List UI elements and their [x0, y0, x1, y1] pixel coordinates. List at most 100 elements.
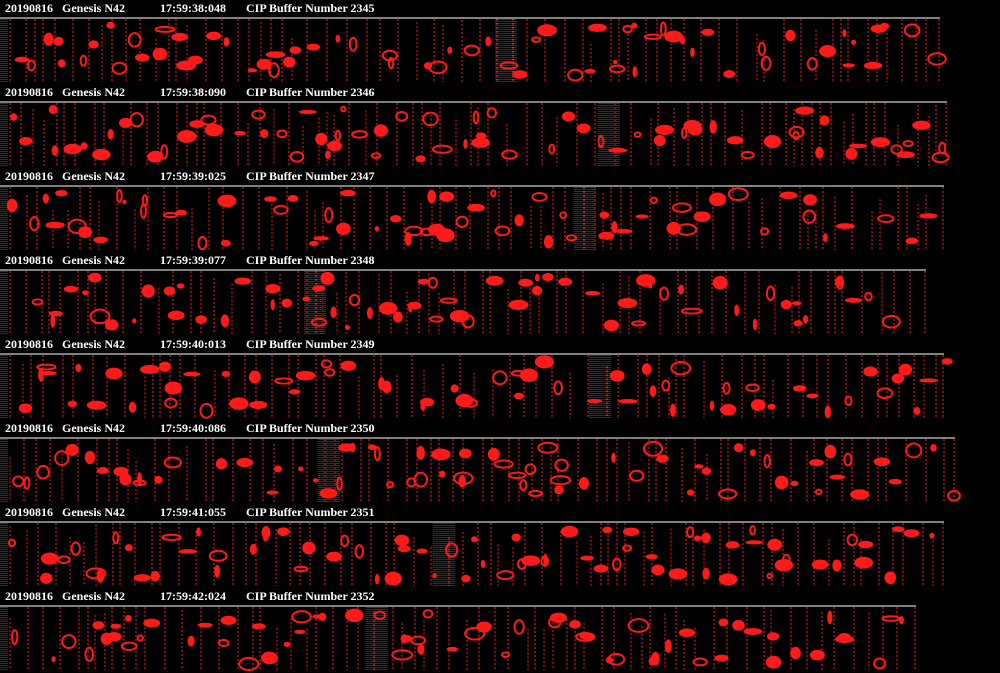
particle-image: [366, 307, 373, 319]
particle-image: [238, 656, 260, 671]
particle-image: [749, 525, 756, 536]
particle-image: [43, 32, 54, 46]
particle-image: [702, 567, 710, 580]
particle-image: [415, 155, 426, 163]
particle-image: [196, 527, 201, 537]
particle-image: [427, 276, 438, 289]
particle-image: [858, 540, 874, 549]
particle-image: [511, 533, 521, 542]
particle-image: [585, 291, 601, 296]
platform: Genesis N42: [62, 169, 125, 183]
particle-image: [528, 489, 544, 497]
particle-image: [183, 371, 201, 377]
particle-image: [938, 141, 947, 155]
particle-image: [726, 136, 744, 145]
particle-image: [402, 634, 412, 643]
particle-image: [863, 366, 878, 377]
particle-image: [413, 471, 429, 488]
particle-image: [84, 646, 94, 663]
particle-image: [220, 239, 231, 247]
particle-image: [903, 23, 921, 38]
time: 17:59:39:077: [160, 253, 226, 267]
particle-image: [106, 21, 115, 29]
particle-image: [110, 623, 122, 629]
particle-image: [827, 610, 833, 625]
particle-image: [458, 474, 466, 488]
particle-image: [176, 283, 185, 289]
particle-image: [514, 214, 524, 227]
particle-image: [670, 403, 676, 417]
particle-image: [236, 457, 254, 468]
buffer-number: CIP Buffer Number 2349: [246, 337, 375, 351]
particle-image: [718, 618, 729, 627]
particle-image: [485, 36, 492, 47]
particle-image: [450, 384, 459, 393]
particle-image: [260, 129, 269, 139]
particle-image: [147, 150, 164, 163]
particle-image: [325, 150, 331, 160]
particle-image: [725, 541, 740, 549]
particle-image: [809, 649, 825, 661]
particle-image: [29, 215, 40, 232]
particle-image: [635, 214, 649, 219]
particle-image: [548, 143, 556, 155]
date: 20190816: [5, 1, 53, 15]
particle-image: [622, 24, 633, 34]
particle-image: [501, 149, 518, 160]
particle-image: [447, 46, 453, 54]
particle-image: [374, 573, 380, 585]
particle-image: [42, 193, 49, 204]
particle-image: [608, 64, 626, 74]
particle-image: [349, 442, 356, 453]
particle-image: [627, 618, 650, 633]
particle-image: [732, 619, 745, 631]
particle-image: [318, 612, 327, 621]
particle-image: [823, 233, 828, 243]
particle-image: [150, 570, 160, 582]
particle-image: [844, 395, 853, 407]
particle-image: [176, 130, 197, 143]
particle-image: [57, 59, 66, 68]
particle-image: [656, 454, 669, 463]
particle-image: [842, 29, 847, 37]
particle-image: [842, 63, 855, 68]
particle-image: [55, 189, 68, 197]
date: 20190816: [5, 253, 53, 267]
buffer-number: CIP Buffer Number 2350: [246, 421, 375, 435]
particle-image: [912, 120, 931, 130]
buffer-strip: 20190816 Genesis N42 17:59:39:025 CIP Buffe…: [0, 169, 944, 251]
particle-image: [701, 532, 711, 544]
particle-image: [609, 370, 625, 382]
particle-image: [394, 534, 410, 547]
particle-image: [485, 275, 504, 286]
particle-image: [745, 383, 760, 392]
particle-image: [793, 320, 803, 327]
particle-image: [668, 568, 688, 580]
particle-image: [417, 644, 425, 655]
particle-image: [320, 359, 333, 369]
particle-image: [351, 130, 368, 139]
particle-image: [61, 634, 77, 649]
particle-image: [48, 310, 63, 317]
particle-image: [385, 481, 395, 489]
particle-image: [319, 488, 338, 499]
buffer-number: CIP Buffer Number 2352: [246, 589, 375, 603]
particle-image: [486, 107, 498, 119]
particle-image: [803, 194, 817, 206]
particle-image: [404, 225, 424, 237]
particle-image: [92, 621, 105, 630]
particle-image: [287, 195, 299, 202]
particle-image: [835, 276, 844, 287]
particle-image: [106, 631, 122, 642]
particle-image: [197, 235, 208, 251]
buffer-number: CIP Buffer Number 2351: [246, 505, 375, 519]
particle-image: [607, 652, 626, 666]
particle-image: [578, 476, 589, 490]
particle-image: [471, 137, 490, 148]
particle-image: [112, 531, 120, 545]
particle-image: [642, 440, 664, 457]
particle-image: [896, 151, 915, 159]
particle-image: [137, 472, 143, 486]
buffer-strip: 20190816 Genesis N42 17:59:42:024 CIP Buffe…: [0, 589, 916, 671]
platform: Genesis N42: [62, 589, 125, 603]
